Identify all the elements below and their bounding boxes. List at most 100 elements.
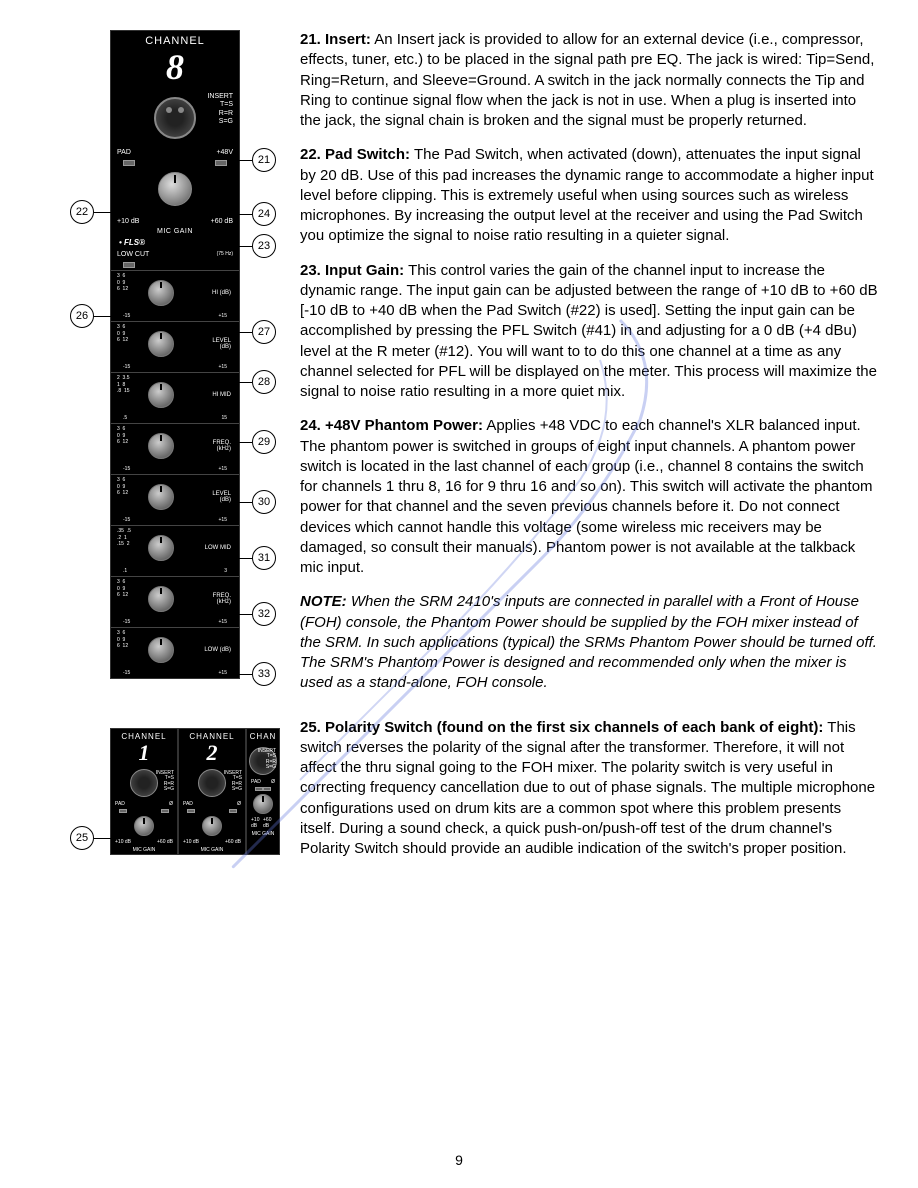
mini-xlr-0 <box>130 769 158 797</box>
eq-label-2: HI MID <box>203 392 231 398</box>
mini-pol-1: Ø <box>237 801 241 807</box>
callout-21: 21 <box>252 148 276 172</box>
eq-section-3: 3 6 0 9 6 12 FREQ. (kHz) -15+15 <box>111 423 239 474</box>
eq-section-4: 3 6 0 9 6 12 LEVEL (dB) -15+15 <box>111 474 239 525</box>
insert-text: INSERT <box>207 93 233 101</box>
text-column: 21. Insert: An Insert jack is provided t… <box>300 30 878 708</box>
s23-body: This control varies the gain of the chan… <box>300 262 878 401</box>
eq-knob-0 <box>148 280 174 306</box>
s23-title: 23. Input Gain: <box>300 262 404 279</box>
eq-scale-7: 3 6 0 9 6 12 <box>117 630 128 650</box>
lowcut-switch <box>123 262 135 268</box>
mini-insert-1: INSERTT=SR=RS=G <box>224 771 242 793</box>
eq-scale-2: 2 3.5 1 8 .8 15 <box>117 375 130 395</box>
callout-30: 30 <box>252 490 276 514</box>
bottom-panels: CHANNEL 1 INSERTT=SR=RS=G PAD Ø +10 dB +… <box>110 728 280 855</box>
insert-ts: T=S <box>207 101 233 109</box>
eq-bottom-2: .515 <box>115 415 235 421</box>
mini-pad-sw-2 <box>255 787 263 791</box>
mini-micgain-1: MIC GAIN <box>179 846 245 854</box>
mini-number-0: 1 <box>111 742 177 766</box>
callout-23: 23 <box>252 234 276 258</box>
mini-pad-sw-1 <box>187 809 195 813</box>
left-diagram-column: CHANNEL 8 INSERT T=S R=R S=G PAD +48V <box>40 30 280 708</box>
callout-line-30 <box>236 502 252 503</box>
eq-label-7: LOW (dB) <box>203 647 231 653</box>
eq-knob-5 <box>148 535 174 561</box>
callout-33: 33 <box>252 662 276 686</box>
mini-insert-0: INSERTT=SR=RS=G <box>156 771 174 793</box>
s24-title: 24. +48V Phantom Power: <box>300 417 483 434</box>
eq-knob-4 <box>148 484 174 510</box>
lowcut-label: LOW CUT <box>117 251 149 258</box>
mini-panel-2: CHAN INSERTT=SR=RS=G PAD Ø +10 dB +60 dB… <box>246 728 280 855</box>
eq-scale-6: 3 6 0 9 6 12 <box>117 579 128 599</box>
mini-header-2: CHAN <box>247 729 279 742</box>
eq-section-1: 3 6 0 9 6 12 LEVEL (dB) -15+15 <box>111 321 239 372</box>
eq-section-0: 3 6 0 9 6 12 HI (dB) -15+15 <box>111 270 239 321</box>
callout-line-22 <box>94 212 112 213</box>
callout-line-21 <box>236 160 252 161</box>
s21-body: An Insert jack is provided to allow for … <box>300 31 874 129</box>
note-body: When the SRM 2410's inputs are connected… <box>300 593 877 691</box>
mini-gain-knob-0 <box>134 816 154 836</box>
mic-gain-knob <box>158 172 192 206</box>
eq-bottom-0: -15+15 <box>115 313 235 319</box>
callout-line-27 <box>236 332 252 333</box>
eq-scale-5: .35 .5 .2 1 .15 2 <box>117 528 131 548</box>
channel-number: 8 <box>111 49 239 89</box>
callout-26: 26 <box>70 304 94 328</box>
mini-pol-0: Ø <box>169 801 173 807</box>
eq-bottom-3: -15+15 <box>115 466 235 472</box>
mini-pad-sw-0 <box>119 809 127 813</box>
callout-22: 22 <box>70 200 94 224</box>
s25-body: This switch reverses the polarity of the… <box>300 719 875 858</box>
bottom-diagram-column: CHANNEL 1 INSERTT=SR=RS=G PAD Ø +10 dB +… <box>40 718 280 874</box>
eq-bottom-5: .13 <box>115 568 235 574</box>
callout-line-23 <box>236 246 252 247</box>
eq-section-2: 2 3.5 1 8 .8 15 HI MID .515 <box>111 372 239 423</box>
section-21: 21. Insert: An Insert jack is provided t… <box>300 30 878 131</box>
callout-24: 24 <box>252 202 276 226</box>
section-22: 22. Pad Switch: The Pad Switch, when act… <box>300 145 878 246</box>
mini-gain-high-2: +60 dB <box>263 817 275 829</box>
callout-25-line <box>94 838 118 839</box>
callout-25: 25 <box>70 826 94 850</box>
callout-25-num: 25 <box>76 832 88 844</box>
eq-scale-4: 3 6 0 9 6 12 <box>117 477 128 497</box>
mini-gain-low-1: +10 dB <box>183 839 199 845</box>
mini-insert-2: INSERTT=SR=RS=G <box>258 749 276 771</box>
callout-line-29 <box>236 442 252 443</box>
mini-number-2 <box>247 742 279 744</box>
callout-27: 27 <box>252 320 276 344</box>
mini-micgain-2: MIC GAIN <box>247 830 279 838</box>
eq-scale-3: 3 6 0 9 6 12 <box>117 426 128 446</box>
pad-label: PAD <box>117 149 131 156</box>
eq-knob-7 <box>148 637 174 663</box>
phantom-label: +48V <box>216 149 233 156</box>
eq-label-3: FREQ. (kHz) <box>203 440 231 452</box>
callout-line-26 <box>94 316 112 317</box>
section-24: 24. +48V Phantom Power: Applies +48 VDC … <box>300 416 878 578</box>
gain-high: +60 dB <box>211 218 233 225</box>
eq-label-5: LOW MID <box>203 545 231 551</box>
callout-28: 28 <box>252 370 276 394</box>
mini-pol-sw-1 <box>229 809 237 813</box>
eq-label-0: HI (dB) <box>203 290 231 296</box>
mini-gain-high-1: +60 dB <box>225 839 241 845</box>
callout-line-28 <box>236 382 252 383</box>
section-note: NOTE: When the SRM 2410's inputs are con… <box>300 592 878 693</box>
callout-line-33 <box>236 674 252 675</box>
callout-29: 29 <box>252 430 276 454</box>
fls-label: • FLS® <box>111 236 239 249</box>
s21-title: 21. Insert: <box>300 31 371 48</box>
callout-line-31 <box>236 558 252 559</box>
eq-label-1: LEVEL (dB) <box>203 338 231 350</box>
xlr-input-jack <box>154 97 196 139</box>
callout-31: 31 <box>252 546 276 570</box>
eq-bottom-6: -15+15 <box>115 619 235 625</box>
mini-gain-knob-1 <box>202 816 222 836</box>
pad-switch <box>123 160 135 166</box>
mini-pad-2: PAD <box>251 779 261 785</box>
insert-sg: S=G <box>207 118 233 126</box>
